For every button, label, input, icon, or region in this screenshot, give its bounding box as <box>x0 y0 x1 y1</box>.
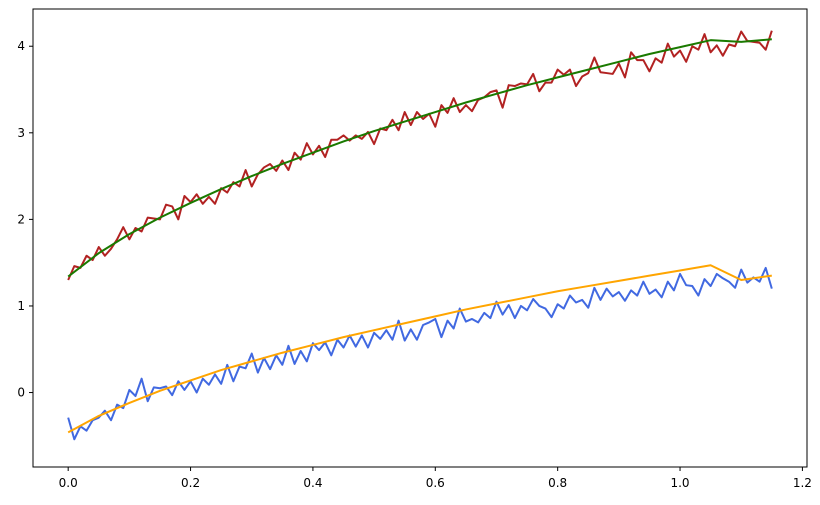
y-tick-label: 1 <box>17 299 25 313</box>
series-layer <box>67 30 773 441</box>
series-line-3-noisy <box>67 266 773 441</box>
series-line-4-smooth <box>67 264 772 434</box>
y-axis: 0 1 2 3 4 <box>17 39 33 400</box>
x-tick-label: 0.6 <box>426 476 445 490</box>
x-tick-label: 1.2 <box>793 476 812 490</box>
series-line-1-noisy <box>67 30 773 281</box>
y-tick-label: 0 <box>17 386 25 400</box>
series-line-2-smooth <box>67 38 772 278</box>
x-axis: 0.0 0.2 0.4 0.6 0.8 1.0 1.2 <box>59 467 812 490</box>
x-tick-label: 1.0 <box>670 476 689 490</box>
y-tick-label: 4 <box>17 39 25 53</box>
x-tick-label: 0.0 <box>59 476 78 490</box>
x-tick-label: 0.2 <box>181 476 200 490</box>
x-tick-label: 0.4 <box>303 476 322 490</box>
y-tick-label: 2 <box>17 212 25 226</box>
x-tick-label: 0.8 <box>548 476 567 490</box>
y-tick-label: 3 <box>17 126 25 140</box>
